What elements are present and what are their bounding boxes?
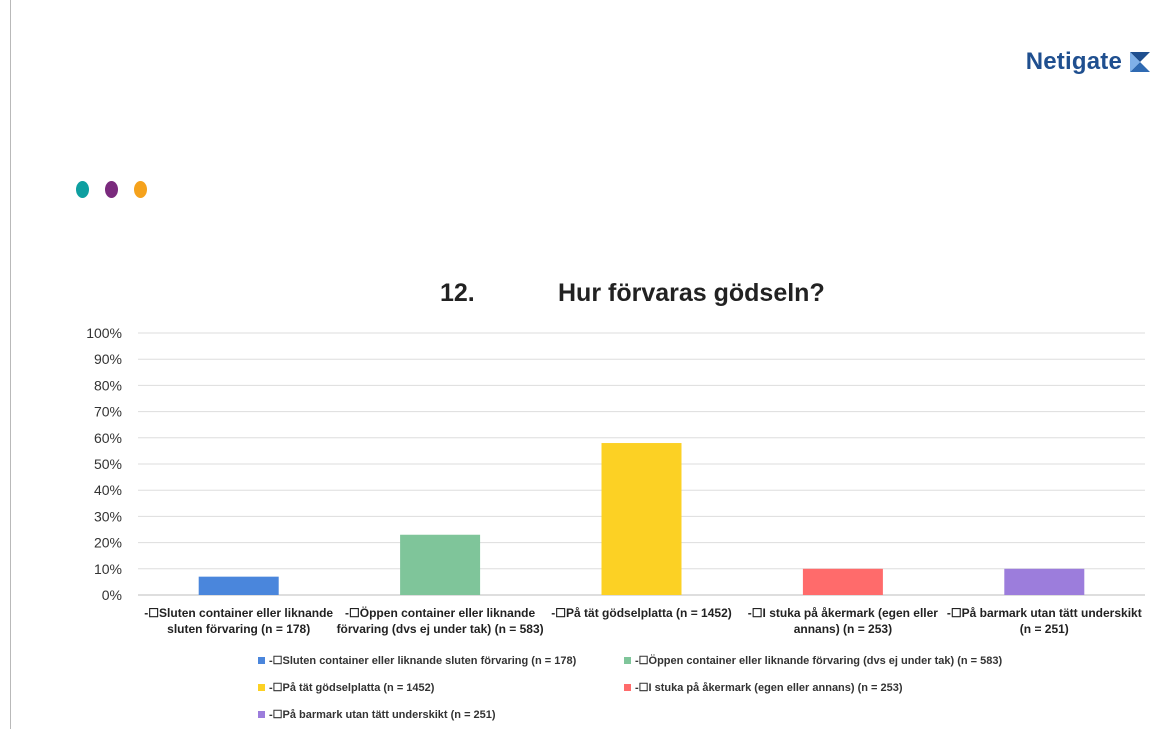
bar: [400, 534, 481, 595]
x-tick-label: sluten förvaring (n = 178): [167, 622, 310, 636]
teal-dot: [76, 181, 89, 198]
y-tick-label: 40%: [94, 482, 122, 498]
y-tick-label: 10%: [94, 561, 122, 577]
legend-label: -☐I stuka på åkermark (egen eller annans…: [635, 682, 903, 694]
legend-swatch: [258, 684, 265, 691]
netigate-logo: Netigate: [1026, 48, 1152, 76]
legend-item: -☐Sluten container eller liknande sluten…: [258, 654, 576, 667]
legend-swatch: [258, 711, 265, 718]
legend-item: -☐I stuka på åkermark (egen eller annans…: [624, 681, 903, 694]
orange-dot: [134, 181, 147, 198]
y-tick-label: 60%: [94, 430, 122, 446]
x-tick-label: -☐Sluten container eller liknande: [144, 606, 333, 620]
y-tick-label: 90%: [94, 351, 122, 367]
legend-item: -☐På tät gödselplatta (n = 1452): [258, 681, 434, 694]
chart-title: 12. Hur förvaras gödseln?: [440, 279, 860, 313]
chart-title-text: Hur förvaras gödseln?: [558, 279, 825, 307]
legend-swatch: [258, 657, 265, 664]
chart-title-number: 12.: [440, 279, 475, 307]
netigate-mark-icon: [1130, 52, 1150, 72]
legend-item: -☐På barmark utan tätt underskikt (n = 2…: [258, 708, 496, 721]
y-tick-label: 70%: [94, 404, 122, 420]
x-tick-label: (n = 251): [1020, 622, 1069, 636]
brand-name: Netigate: [1025, 48, 1122, 75]
x-tick-label: förvaring (dvs ej under tak) (n = 583): [337, 622, 544, 636]
bar: [802, 568, 883, 595]
bar: [198, 576, 279, 595]
left-divider: [10, 0, 11, 729]
x-tick-label: -☐På tät gödselplatta (n = 1452): [551, 606, 731, 620]
decorative-dots: [76, 181, 147, 198]
y-tick-label: 100%: [86, 325, 122, 341]
legend-label: -☐På barmark utan tätt underskikt (n = 2…: [269, 709, 496, 721]
legend-item: -☐Öppen container eller liknande förvari…: [624, 654, 1002, 667]
x-tick-label: -☐Öppen container eller liknande: [345, 605, 535, 620]
y-tick-label: 0%: [102, 587, 122, 603]
y-tick-label: 50%: [94, 456, 122, 472]
x-tick-label: -☐I stuka på åkermark (egen eller: [748, 606, 939, 620]
legend-label: -☐Sluten container eller liknande sluten…: [269, 655, 577, 667]
y-tick-label: 30%: [94, 508, 122, 524]
y-tick-label: 80%: [94, 377, 122, 393]
x-tick-label: -☐På barmark utan tätt underskikt: [947, 606, 1142, 620]
bar: [601, 443, 682, 595]
legend-label: -☐På tät gödselplatta (n = 1452): [269, 682, 435, 694]
legend-swatch: [624, 684, 631, 691]
legend-label: -☐Öppen container eller liknande förvari…: [635, 655, 1003, 667]
legend-swatch: [624, 657, 631, 664]
y-tick-label: 20%: [94, 535, 122, 551]
purple-dot: [105, 181, 118, 198]
bar: [1004, 568, 1085, 595]
x-tick-label: annans) (n = 253): [794, 622, 892, 636]
